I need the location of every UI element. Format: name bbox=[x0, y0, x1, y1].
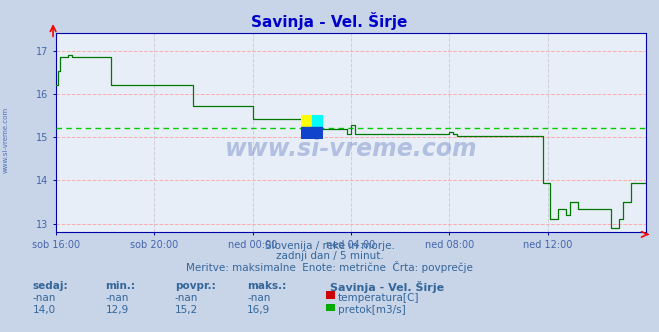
Text: zadnji dan / 5 minut.: zadnji dan / 5 minut. bbox=[275, 251, 384, 261]
Text: Savinja - Vel. Širje: Savinja - Vel. Širje bbox=[330, 281, 444, 292]
Text: temperatura[C]: temperatura[C] bbox=[338, 293, 420, 303]
Text: www.si-vreme.com: www.si-vreme.com bbox=[225, 137, 477, 161]
Text: 15,2: 15,2 bbox=[175, 305, 198, 315]
Bar bbox=[301, 127, 323, 139]
Text: -nan: -nan bbox=[105, 293, 129, 303]
Text: 16,9: 16,9 bbox=[247, 305, 270, 315]
Text: 12,9: 12,9 bbox=[105, 305, 129, 315]
Text: -nan: -nan bbox=[33, 293, 56, 303]
Text: Meritve: maksimalne  Enote: metrične  Črta: povprečje: Meritve: maksimalne Enote: metrične Črta… bbox=[186, 261, 473, 273]
Text: maks.:: maks.: bbox=[247, 281, 287, 290]
Text: -nan: -nan bbox=[247, 293, 270, 303]
Bar bbox=[301, 115, 312, 127]
Bar bbox=[312, 115, 323, 127]
Text: Savinja - Vel. Širje: Savinja - Vel. Širje bbox=[251, 12, 408, 30]
Text: pretok[m3/s]: pretok[m3/s] bbox=[338, 305, 406, 315]
Text: 14,0: 14,0 bbox=[33, 305, 56, 315]
Text: -nan: -nan bbox=[175, 293, 198, 303]
Text: sedaj:: sedaj: bbox=[33, 281, 69, 290]
Text: min.:: min.: bbox=[105, 281, 136, 290]
Text: povpr.:: povpr.: bbox=[175, 281, 215, 290]
Text: www.si-vreme.com: www.si-vreme.com bbox=[2, 106, 9, 173]
Text: Slovenija / reke in morje.: Slovenija / reke in morje. bbox=[264, 241, 395, 251]
